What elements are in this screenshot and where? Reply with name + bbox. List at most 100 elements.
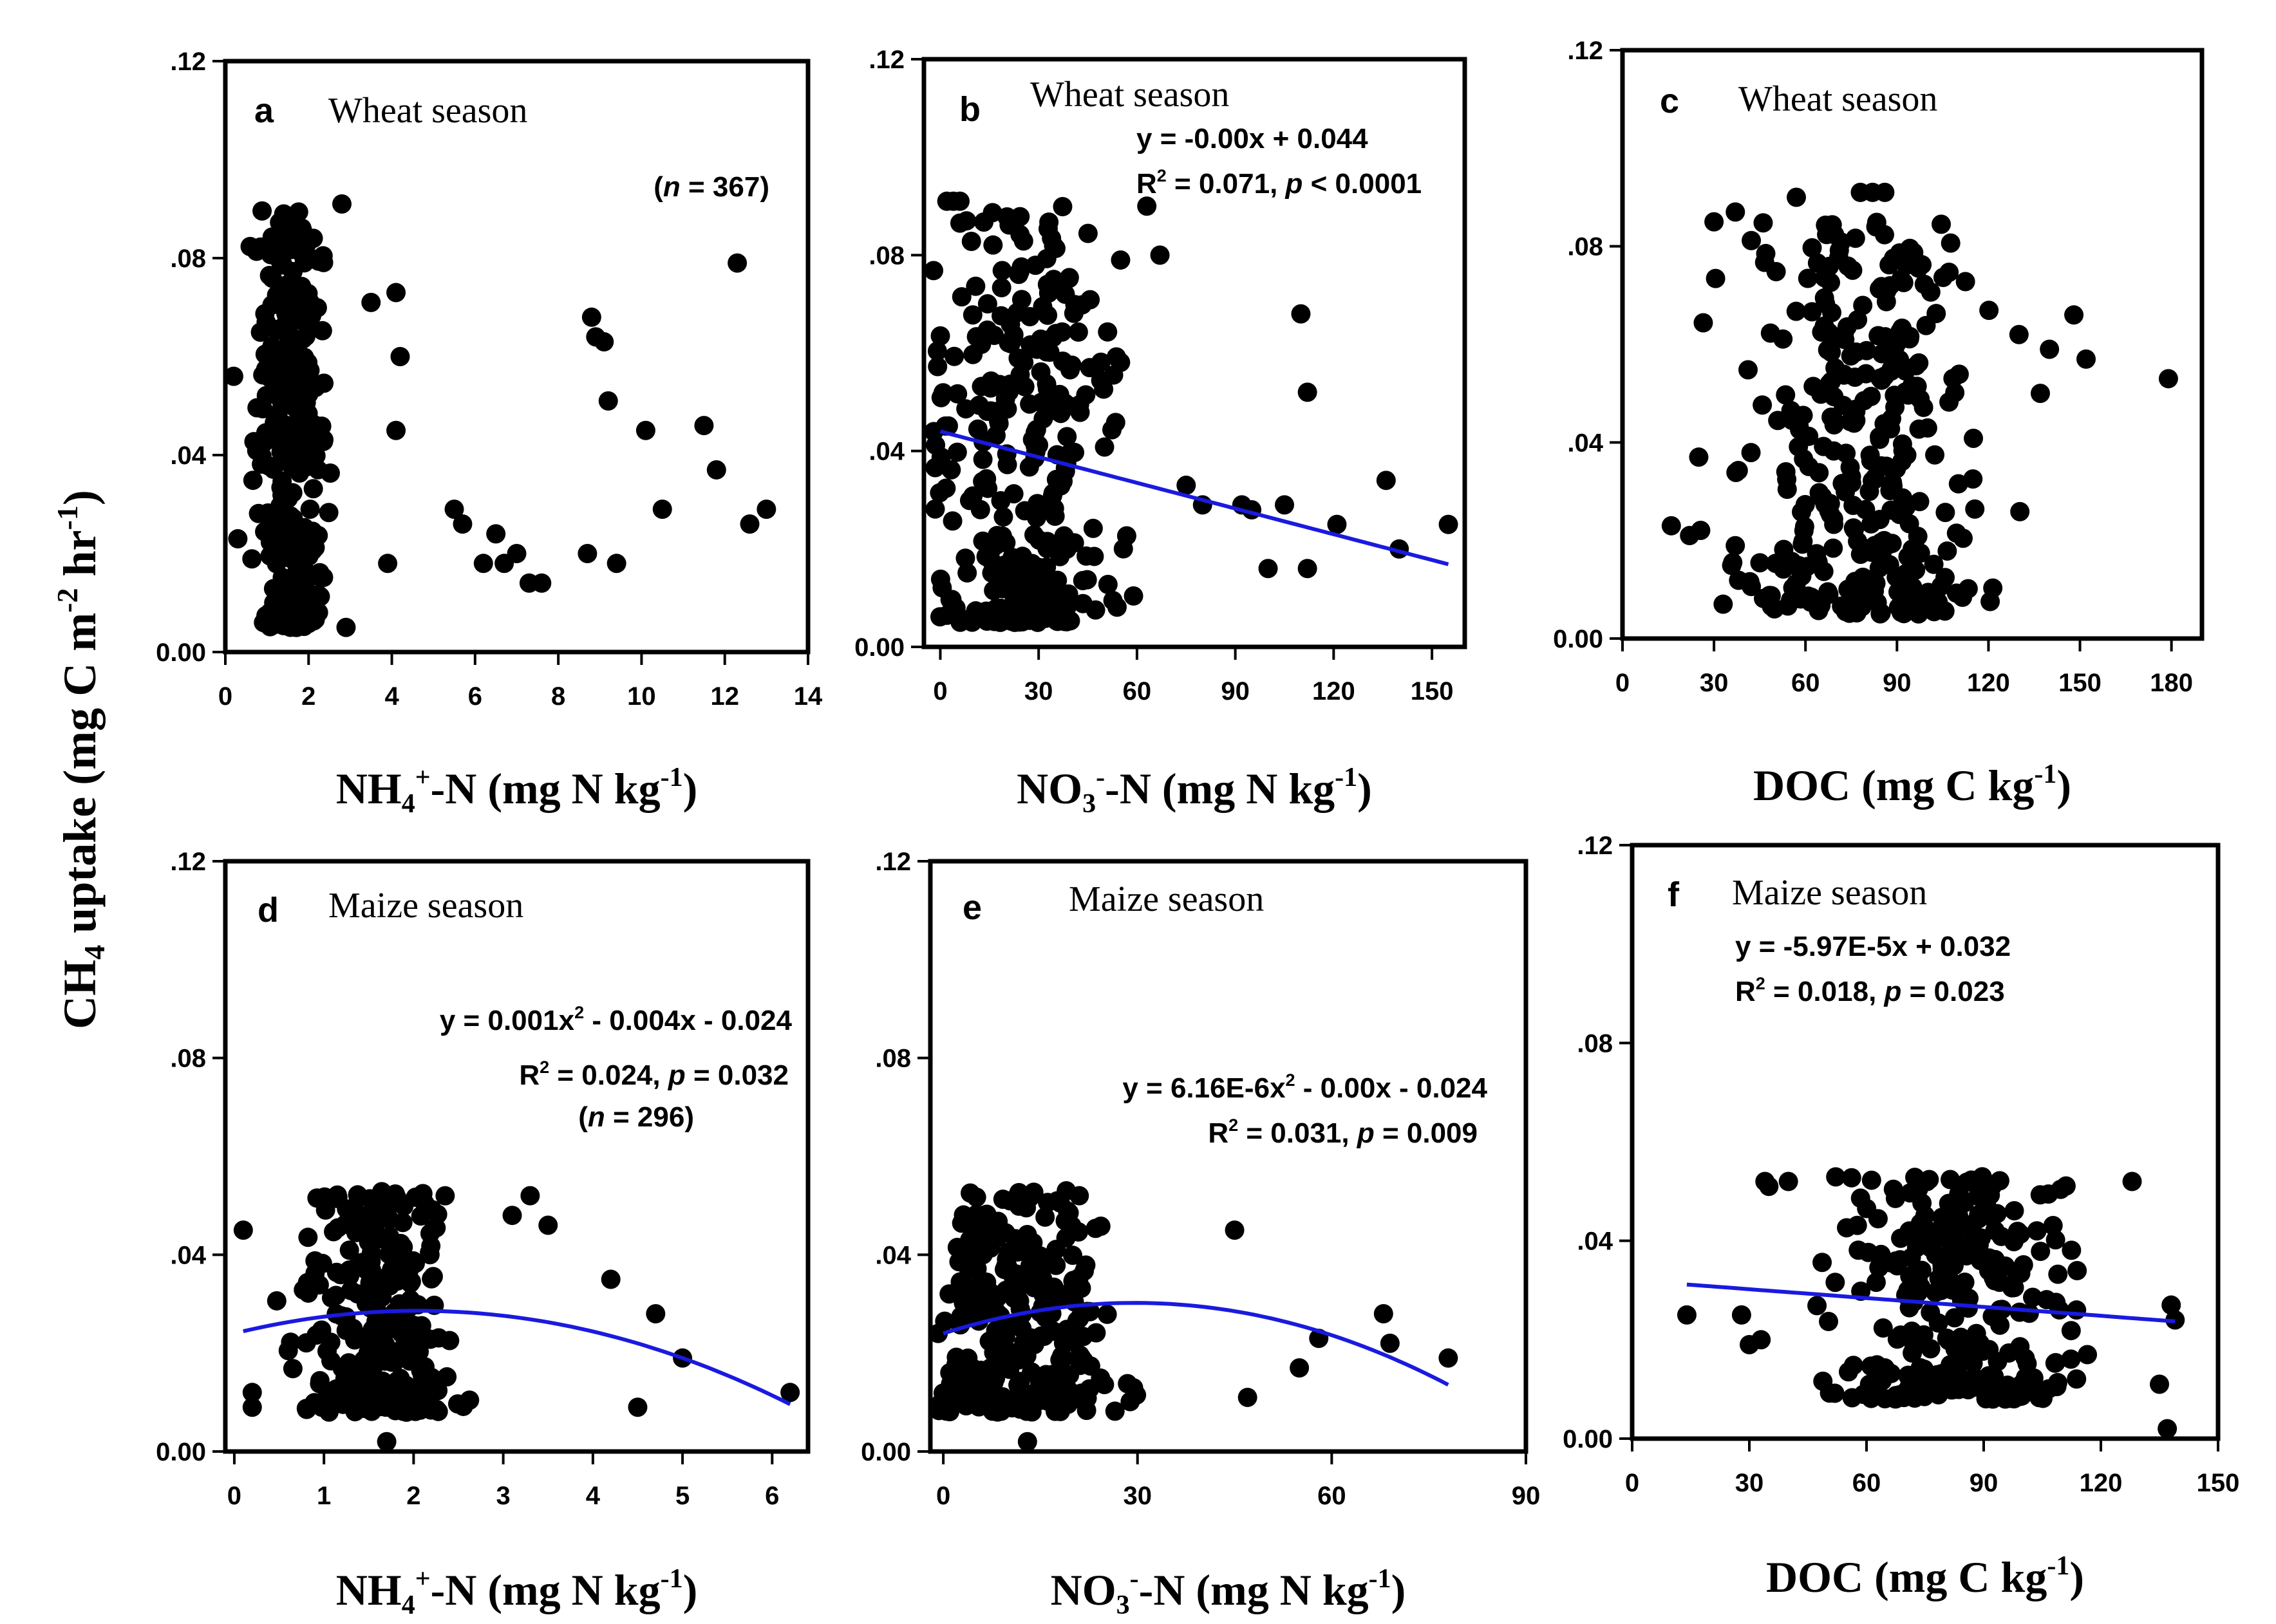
data-point-b xyxy=(1039,283,1058,303)
data-point-d xyxy=(422,1269,442,1289)
data-point-d xyxy=(348,1284,368,1304)
data-point-d xyxy=(386,1184,406,1204)
data-point-e xyxy=(1438,1348,1458,1368)
data-point-e xyxy=(1050,1350,1070,1370)
data-point-f xyxy=(2019,1303,2039,1323)
data-point-d xyxy=(420,1329,440,1349)
data-point-c xyxy=(1948,474,1968,494)
data-point-b xyxy=(963,344,983,364)
panel-d: 0.00 .04 .08 .12 0 1 2 3 4 5 6 NH4+-N (mg N kg-1) d M… xyxy=(156,848,811,1620)
data-point-f xyxy=(1928,1313,1948,1333)
data-point-f xyxy=(1759,1177,1779,1197)
data-point-a xyxy=(310,586,330,606)
x-tick-label-a: 6 xyxy=(468,682,482,711)
data-point-d xyxy=(435,1186,455,1206)
data-point-b xyxy=(928,357,948,377)
data-point-d xyxy=(389,1346,409,1366)
data-point-e xyxy=(1120,1392,1140,1412)
data-point-b xyxy=(1055,285,1075,304)
data-point-b xyxy=(983,552,1002,572)
data-point-c xyxy=(1693,313,1713,333)
data-point-a xyxy=(507,544,527,563)
y-tick-label-c: .12 xyxy=(1567,37,1603,65)
data-point-d xyxy=(321,1332,341,1352)
data-point-c xyxy=(1794,521,1814,541)
data-point-f xyxy=(1778,1171,1798,1191)
data-point-c xyxy=(1774,539,1794,559)
data-point-b xyxy=(1084,546,1104,566)
data-point-c xyxy=(1965,499,1985,519)
data-point-c xyxy=(2009,324,2029,344)
x-tick-label-f: 30 xyxy=(1735,1469,1764,1497)
data-point-e xyxy=(1040,1320,1060,1340)
data-point-d xyxy=(305,1393,324,1413)
data-point-f xyxy=(2027,1221,2047,1241)
data-point-e xyxy=(1002,1350,1022,1370)
data-point-c xyxy=(1781,400,1801,420)
x-tick-label-b: 150 xyxy=(1411,677,1454,705)
data-point-f xyxy=(1950,1209,1970,1229)
data-point-c xyxy=(1845,519,1865,539)
data-point-d xyxy=(362,1227,382,1247)
x-tick-label-a: 10 xyxy=(627,682,656,711)
data-point-c xyxy=(1814,288,1834,308)
data-point-f xyxy=(1866,1273,1886,1293)
y-tick-label-d: .08 xyxy=(170,1045,206,1073)
data-point-a xyxy=(296,352,315,372)
data-point-b xyxy=(925,499,945,519)
data-point-e xyxy=(1024,1182,1044,1202)
data-point-b xyxy=(1059,268,1079,288)
data-point-b xyxy=(1275,495,1294,515)
x-tick-label-f: 90 xyxy=(1970,1469,1999,1497)
data-point-c xyxy=(1888,582,1908,602)
y-tick-label-d: .04 xyxy=(170,1241,206,1269)
data-point-b xyxy=(961,232,981,252)
data-point-f xyxy=(2067,1300,2087,1320)
data-point-b xyxy=(983,235,1003,255)
data-point-c xyxy=(2040,339,2060,359)
data-point-f xyxy=(1933,1217,1953,1237)
data-point-f xyxy=(1955,1273,1975,1293)
data-point-c xyxy=(1776,462,1796,481)
data-point-f xyxy=(1913,1367,1933,1387)
y-tick-label-e: .04 xyxy=(875,1241,911,1269)
data-point-a xyxy=(302,306,322,326)
data-point-b xyxy=(950,191,970,211)
data-point-e xyxy=(1118,1374,1138,1394)
data-point-e xyxy=(1290,1358,1310,1378)
x-tick-label-c: 90 xyxy=(1883,669,1912,697)
data-point-e xyxy=(1002,1398,1022,1418)
data-point-e xyxy=(1086,1323,1106,1343)
data-point-a xyxy=(594,332,614,352)
data-point-d xyxy=(420,1242,440,1262)
data-point-d xyxy=(344,1330,364,1350)
data-point-a xyxy=(390,347,410,366)
data-point-d xyxy=(360,1385,380,1405)
data-point-c xyxy=(1741,443,1761,463)
panel-letter-d: d xyxy=(258,891,279,929)
data-point-c xyxy=(1867,212,1886,232)
data-point-f xyxy=(2122,1171,2142,1191)
data-point-c xyxy=(1713,594,1733,614)
data-point-b xyxy=(1008,348,1028,368)
data-point-d xyxy=(406,1188,426,1208)
data-point-f xyxy=(1873,1318,1893,1338)
data-point-e xyxy=(1069,1186,1089,1206)
data-point-b xyxy=(955,548,975,568)
data-point-e xyxy=(935,1311,955,1331)
data-point-c xyxy=(1857,341,1877,360)
data-point-f xyxy=(1861,1170,1881,1190)
data-point-c xyxy=(1856,364,1876,384)
y-tick-label-c: .04 xyxy=(1567,429,1603,457)
data-point-c xyxy=(1773,559,1793,579)
data-point-c xyxy=(1879,255,1899,275)
data-point-a xyxy=(265,413,285,433)
data-point-f xyxy=(1932,1364,1952,1384)
data-point-b xyxy=(1069,395,1089,415)
panel-letter-c: c xyxy=(1660,82,1679,120)
data-point-d xyxy=(380,1209,400,1229)
y-tick-label-b: .08 xyxy=(869,241,905,270)
data-point-d xyxy=(628,1397,648,1417)
data-point-b xyxy=(977,320,997,340)
data-point-f xyxy=(1967,1233,1987,1253)
